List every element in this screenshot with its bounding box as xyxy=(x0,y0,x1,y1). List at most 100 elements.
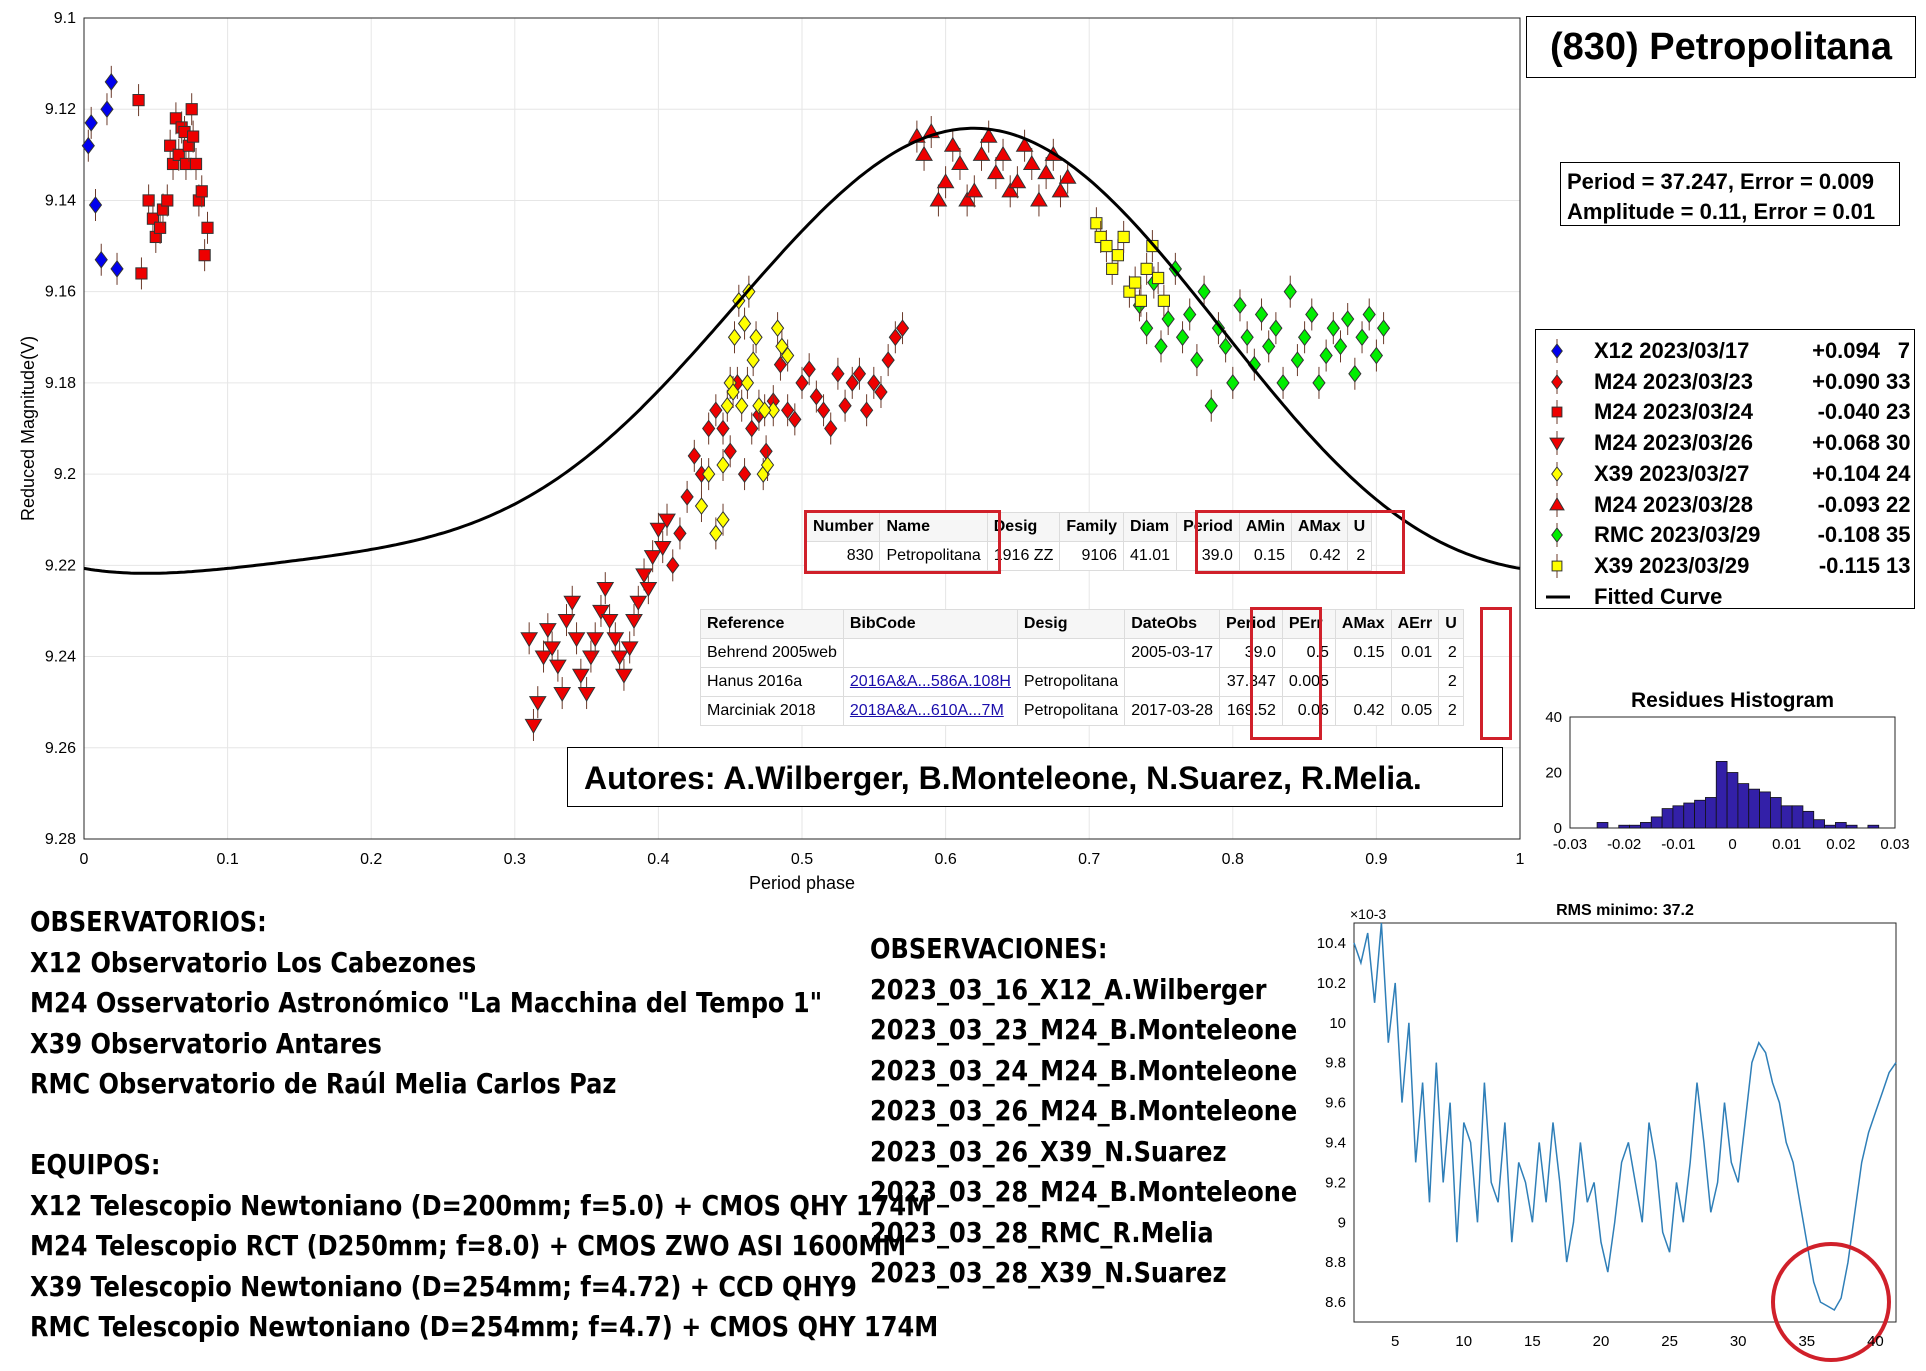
data-point xyxy=(1247,355,1261,374)
y-tick-label: 9.26 xyxy=(45,740,76,757)
data-point xyxy=(781,346,795,365)
table-cell[interactable]: 2016A&A...586A.108H xyxy=(842,667,1018,697)
data-point xyxy=(538,623,557,639)
legend-name: X39 2023/03/29 xyxy=(1594,552,1750,578)
data-point xyxy=(577,686,596,703)
table-cell: 0.06 xyxy=(1281,696,1336,726)
periodogram-y-tick-label: 9 xyxy=(1338,1214,1346,1231)
data-point xyxy=(172,148,185,161)
data-point xyxy=(179,157,193,171)
data-point xyxy=(1312,374,1326,392)
hist-x-tick-label: -0.02 xyxy=(1607,836,1641,853)
legend-count: 33 xyxy=(1886,368,1911,394)
x-tick-label: 0.3 xyxy=(504,851,526,868)
x-tick-label: 0.2 xyxy=(360,851,382,868)
minimum-highlight-circle xyxy=(1770,1242,1891,1362)
data-point xyxy=(737,465,752,483)
data-point xyxy=(759,442,773,461)
legend-offset: -0.108 xyxy=(1817,522,1880,548)
table-cell: 39.0 xyxy=(1219,638,1283,668)
data-point xyxy=(1129,276,1142,289)
periodogram xyxy=(1353,922,1897,1362)
data-point xyxy=(1154,337,1168,356)
data-point xyxy=(816,401,831,420)
periodogram-y-tick-label: 8.8 xyxy=(1325,1254,1346,1271)
data-point xyxy=(1022,154,1041,171)
bibcode-link[interactable]: 2016A&A...586A.108H xyxy=(849,673,1011,690)
data-point xyxy=(1254,305,1269,324)
x-tick-label: 0 xyxy=(80,851,89,868)
data-point xyxy=(658,513,676,529)
legend-name: M24 2023/03/24 xyxy=(1594,399,1754,425)
data-point xyxy=(838,396,852,415)
table-cell xyxy=(1016,638,1126,668)
histogram-bar xyxy=(1661,808,1674,829)
periodogram-x-tick-label: 5 xyxy=(1391,1333,1399,1350)
data-point xyxy=(1211,319,1226,337)
periodogram-y-tick-label: 9.4 xyxy=(1325,1134,1346,1151)
series-m24-2023-03-26 xyxy=(520,503,676,741)
periodogram-title: RMS minimo: 37.2 xyxy=(1556,902,1694,919)
data-point xyxy=(571,668,590,684)
histogram-bar xyxy=(1791,805,1804,829)
periodogram-y-tick-label: 9.8 xyxy=(1325,1055,1346,1072)
table-cell xyxy=(1124,667,1221,697)
table-row: Behrend 2005web 2005-03-17 39.0 0.5 0.15 0.01… xyxy=(700,638,1464,668)
data-point xyxy=(965,182,984,198)
data-point xyxy=(1015,136,1034,152)
data-point xyxy=(596,582,615,598)
data-point xyxy=(100,100,114,119)
x-tick-label: 1 xyxy=(1516,851,1525,868)
table-cell: 39.0 xyxy=(1176,541,1240,571)
table-row: 830 Petropolitana 1916 ZZ 9106 41.01 39.0 0.15… xyxy=(805,541,1373,571)
legend-marker-shape xyxy=(1551,527,1563,544)
data-point xyxy=(94,250,108,269)
data-point xyxy=(1326,319,1340,337)
table-header-cell: AMax xyxy=(1290,512,1348,542)
data-point xyxy=(1001,182,1020,198)
data-point xyxy=(649,522,668,538)
data-point xyxy=(1157,294,1170,307)
data-point xyxy=(1376,319,1391,337)
data-point xyxy=(673,524,687,543)
hist-y-tick-label: 20 xyxy=(1545,765,1562,782)
data-point xyxy=(735,396,749,415)
data-point xyxy=(189,157,203,171)
histogram-bar xyxy=(1835,822,1847,829)
histogram-title: Residues Histogram xyxy=(1631,689,1834,712)
data-point xyxy=(146,212,160,225)
y-tick-label: 9.12 xyxy=(45,101,76,118)
legend-item: M24 2023/03/24 -0.040 23 xyxy=(1536,397,1914,427)
histogram-bar xyxy=(1748,788,1760,829)
table-cell: 2 xyxy=(1346,541,1373,571)
legend-marker xyxy=(1551,339,1563,363)
bibcode-link[interactable]: 2018A&A...610A...7M xyxy=(849,702,1004,719)
observaciones-block: OBSERVACIONES: 2023_03_16_X12_A.Wilberge… xyxy=(870,932,1298,1289)
data-point xyxy=(1008,173,1027,189)
table-cell xyxy=(1334,667,1392,697)
histogram-bar xyxy=(1780,805,1793,829)
data-point xyxy=(795,374,809,392)
y-tick-label: 9.22 xyxy=(45,557,76,574)
data-point xyxy=(104,73,118,91)
legend-count: 24 xyxy=(1886,460,1911,486)
y-tick-label: 9.16 xyxy=(45,284,76,301)
data-point xyxy=(1051,182,1070,198)
data-point xyxy=(567,632,586,648)
data-point xyxy=(831,364,845,383)
table-cell: 2 xyxy=(1438,667,1464,697)
table-header-cell: BibCode xyxy=(842,609,1018,639)
periodogram-x-tick-label: 15 xyxy=(1524,1333,1541,1350)
table-cell: 2 xyxy=(1438,696,1464,726)
legend-marker-shape xyxy=(1551,406,1563,418)
data-point xyxy=(164,139,177,152)
series-x12-2023-03-17 xyxy=(81,65,124,285)
data-point xyxy=(606,632,625,648)
table-cell[interactable]: 2018A&A...610A...7M xyxy=(842,696,1018,726)
data-point xyxy=(802,360,816,379)
x-tick-label: 0.8 xyxy=(1222,851,1244,868)
data-point xyxy=(563,595,582,611)
legend-marker-shape xyxy=(1549,496,1565,510)
periodogram-x-tick-label: 35 xyxy=(1798,1333,1815,1350)
hist-x-tick-label: 0.01 xyxy=(1772,836,1801,853)
